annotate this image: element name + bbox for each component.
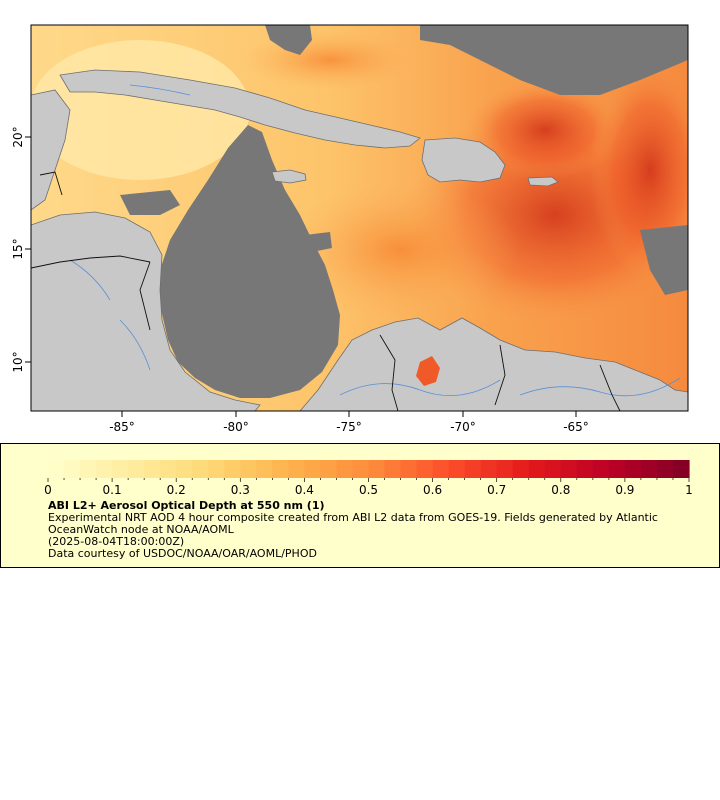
colorbar-tick-label: 0.2 — [167, 483, 186, 497]
longitude-tick-label: -70° — [450, 420, 476, 434]
colorbar-cell — [368, 460, 386, 478]
colorbar-tick-label: 0.6 — [423, 483, 442, 497]
no-data-north-center — [265, 25, 312, 55]
colorbar-cell — [192, 460, 209, 478]
no-data-north-east — [420, 25, 688, 95]
latitude-tick-label: 15° — [11, 238, 25, 259]
colorbar-cell — [288, 460, 306, 478]
colorbar-cell — [384, 460, 402, 478]
legend-panel: 0 0.1 0.2 0.3 0.4 0.5 0.6 0.7 0.8 0.9 1 ABI L2+ Ae… — [0, 443, 720, 568]
land-cuba — [59, 69, 421, 149]
colorbar-cell — [96, 460, 113, 478]
no-data-cloud-patches — [120, 190, 688, 295]
colorbar-cell — [448, 460, 466, 478]
land-puerto-rico — [527, 176, 559, 187]
colorbar-cell — [128, 460, 145, 478]
colorbar-cell — [560, 460, 578, 478]
aod-hotspot-far-east — [590, 60, 688, 280]
colorbar-ticks — [47, 478, 690, 482]
legend-text: ABI L2+ Aerosol Optical Depth at 550 nm … — [48, 500, 688, 560]
colorbar-cell — [144, 460, 161, 478]
colorbar-cell — [672, 460, 690, 478]
colorbar-tick-label: 0.9 — [615, 483, 634, 497]
colorbar-cell — [608, 460, 626, 478]
colorbar-cell — [624, 460, 642, 478]
longitude-tick-label: -85° — [109, 420, 135, 434]
colorbar-cell — [112, 460, 129, 478]
colorbar-cell — [352, 460, 370, 478]
country-borders — [31, 171, 621, 411]
longitude-axis: -85° -80° -75° -70° -65° — [109, 411, 589, 434]
latitude-tick-label: 10° — [11, 351, 25, 372]
longitude-tick-label: -75° — [336, 420, 362, 434]
colorbar-cell — [272, 460, 289, 478]
colorbar-tick-label: 0 — [44, 483, 52, 497]
aod-warm-central — [280, 180, 520, 320]
colorbar-labels: 0 0.1 0.2 0.3 0.4 0.5 0.6 0.7 0.8 0.9 1 — [44, 483, 693, 497]
legend-credit: Data courtesy of USDOC/NOAA/OAR/AOML/PHO… — [48, 547, 317, 560]
colorbar-cell — [176, 460, 193, 478]
colorbar-cell — [208, 460, 225, 478]
colorbar-tick-label: 1 — [685, 483, 693, 497]
colorbar-cell — [496, 460, 514, 478]
colorbar-cell — [416, 460, 434, 478]
rivers — [69, 84, 681, 397]
map-plot-area — [31, 25, 688, 411]
colorbar-tick-label: 0.3 — [231, 483, 250, 497]
colorbar-cell — [336, 460, 354, 478]
colorbar-cells — [48, 460, 690, 478]
map-figure: -85° -80° -75° -70° -65° 10° 15° 20° — [11, 24, 689, 434]
colorbar-cell — [576, 460, 594, 478]
colorbar-cell — [256, 460, 273, 478]
colorbar-cell — [656, 460, 674, 478]
land-south-america — [299, 317, 688, 411]
colorbar-tick-label: 0.4 — [295, 483, 314, 497]
colorbar-cell — [528, 460, 546, 478]
colorbar-cell — [224, 460, 241, 478]
colorbar-cell — [640, 460, 658, 478]
longitude-tick-label: -65° — [563, 420, 589, 434]
colorbar-tick-label: 0.7 — [487, 483, 506, 497]
land-maracaibo-hotspot — [416, 356, 440, 386]
colorbar-tick-label: 0.1 — [103, 483, 122, 497]
map-frame — [30, 24, 689, 412]
land-hispaniola — [421, 137, 506, 183]
colorbar-cell — [80, 460, 97, 478]
legend-description: Experimental NRT AOD 4 hour composite cr… — [48, 511, 658, 536]
aod-hotspot-northeast — [465, 80, 625, 180]
colorbar-cell — [544, 460, 562, 478]
colorbar-cell — [160, 460, 177, 478]
colorbar: 0 0.1 0.2 0.3 0.4 0.5 0.6 0.7 0.8 0.9 1 — [44, 460, 693, 497]
colorbar-tick-label: 0.5 — [359, 483, 378, 497]
colorbar-cell — [400, 460, 418, 478]
colorbar-cell — [432, 460, 450, 478]
legend-timestamp: (2025-08-04T18:00:00Z) — [48, 535, 185, 548]
legend-title: ABI L2+ Aerosol Optical Depth at 550 nm … — [48, 499, 325, 512]
colorbar-tick-label: 0.8 — [551, 483, 570, 497]
colorbar-cell — [512, 460, 530, 478]
latitude-axis: 10° 15° 20° — [11, 126, 31, 373]
land-yucatan — [31, 89, 71, 211]
no-data-gulf-of-honduras — [160, 125, 340, 398]
aod-warm-north — [240, 30, 420, 90]
colorbar-cell — [304, 460, 322, 478]
colorbar-cell — [64, 460, 81, 478]
land-jamaica — [271, 169, 307, 184]
colorbar-cell — [320, 460, 338, 478]
colorbar-cell — [464, 460, 482, 478]
colorbar-cell — [48, 460, 65, 478]
colorbar-cell — [592, 460, 610, 478]
colorbar-cell — [480, 460, 498, 478]
longitude-tick-label: -80° — [223, 420, 249, 434]
latitude-tick-label: 20° — [11, 126, 25, 147]
colorbar-cell — [240, 460, 257, 478]
